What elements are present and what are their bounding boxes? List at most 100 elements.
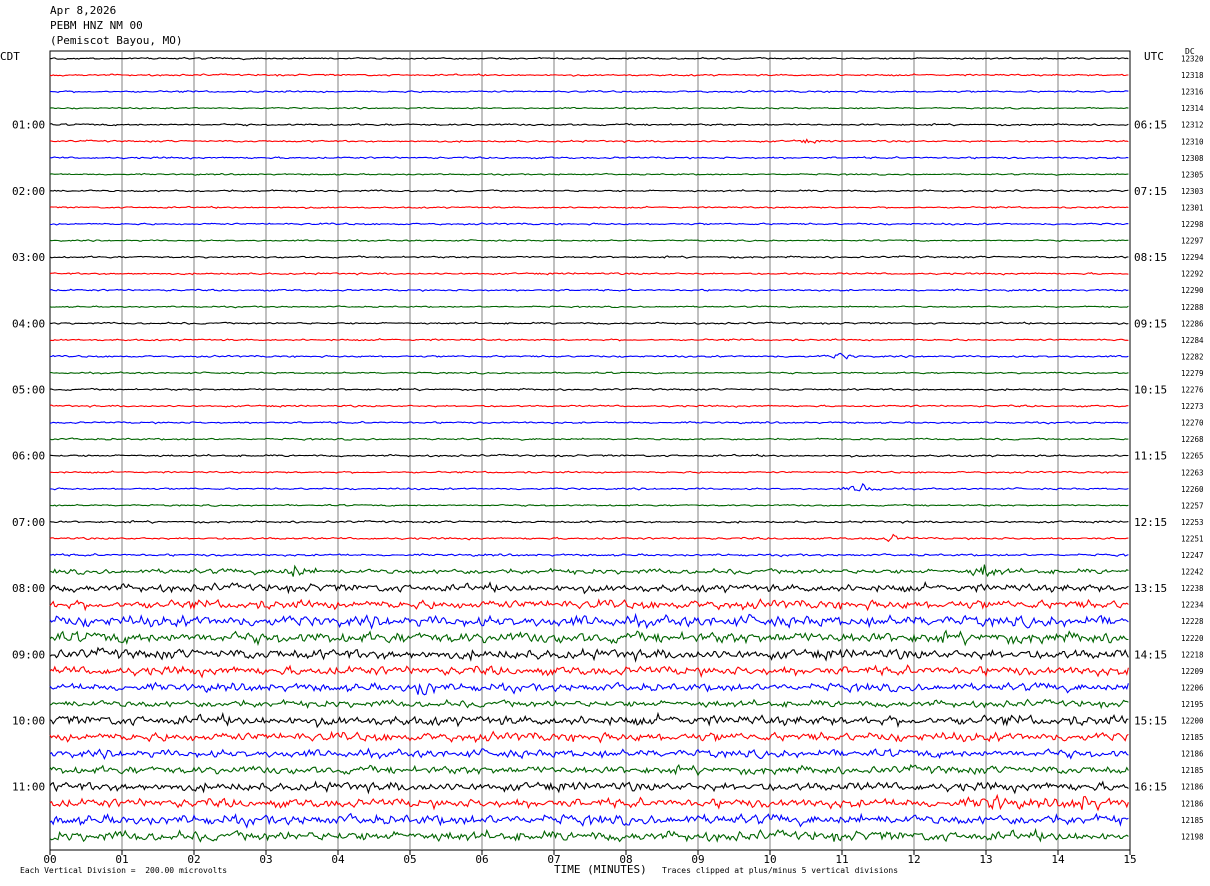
x-tick-label-11: 11 <box>835 853 848 866</box>
dc-offset-label: 12312 <box>1181 121 1204 130</box>
clip-note: Traces clipped at plus/minus 5 vertical … <box>662 866 899 875</box>
trace-7 <box>49 156 1129 160</box>
trace-41 <box>49 711 1129 729</box>
dc-offset-label: 12195 <box>1181 700 1204 709</box>
dc-offset-label: 12260 <box>1181 485 1204 494</box>
trace-30 <box>49 533 1129 543</box>
x-tick-label-13: 13 <box>979 853 992 866</box>
trace-18 <box>49 337 1129 342</box>
dc-offset-label: 12218 <box>1181 650 1204 659</box>
right-hour-label: 16:15 <box>1134 781 1167 794</box>
trace-19 <box>50 352 1129 360</box>
dc-offset-label: 12298 <box>1181 220 1204 229</box>
trace-33 <box>49 580 1129 595</box>
trace-11 <box>50 222 1129 226</box>
trace-14 <box>49 272 1129 276</box>
right-hour-label: 09:15 <box>1134 317 1167 330</box>
dc-offset-label: 12185 <box>1181 816 1204 825</box>
dc-offset-label: 12282 <box>1181 352 1204 361</box>
left-hour-label: 08:00 <box>12 582 45 595</box>
left-hour-label: 09:00 <box>12 648 45 661</box>
dc-offset-label: 12257 <box>1181 501 1204 510</box>
x-tick-label-09: 09 <box>691 853 704 866</box>
dc-offset-label: 12301 <box>1181 203 1204 212</box>
trace-35 <box>49 612 1129 630</box>
trace-29 <box>49 519 1129 524</box>
trace-47 <box>49 812 1129 829</box>
dc-offset-label: 12308 <box>1181 154 1204 163</box>
dc-offset-label: 12294 <box>1181 253 1204 262</box>
x-tick-label-08: 08 <box>619 853 632 866</box>
dc-offset-label: 12220 <box>1181 634 1204 643</box>
x-axis-title: TIME (MINUTES) <box>554 863 647 876</box>
x-tick-label-15: 15 <box>1123 853 1136 866</box>
trace-17 <box>49 321 1129 325</box>
dc-offset-label: 12251 <box>1181 534 1204 543</box>
trace-8 <box>49 172 1129 176</box>
trace-34 <box>49 598 1129 612</box>
right-hour-label: 15:15 <box>1134 715 1167 728</box>
left-timezone-label: CDT <box>0 50 20 63</box>
trace-10 <box>49 205 1129 210</box>
trace-42 <box>49 730 1129 744</box>
x-tick-label-03: 03 <box>259 853 272 866</box>
right-hour-label: 11:15 <box>1134 450 1167 463</box>
trace-43 <box>49 747 1129 760</box>
right-timezone-label: UTC <box>1144 50 1164 63</box>
dc-offset-label: 12247 <box>1181 551 1204 560</box>
trace-36 <box>49 629 1129 647</box>
left-hour-label: 01:00 <box>12 119 45 132</box>
dc-offset-label: 12263 <box>1181 468 1204 477</box>
dc-offset-label: 12253 <box>1181 518 1204 527</box>
dc-offset-label: 12288 <box>1181 303 1204 312</box>
right-hour-label: 14:15 <box>1134 648 1167 661</box>
dc-offset-label: 12286 <box>1181 319 1204 328</box>
left-hour-label: 02:00 <box>12 185 45 198</box>
dc-offset-label: 12268 <box>1181 435 1204 444</box>
dc-offset-label: 12186 <box>1181 750 1204 759</box>
trace-1 <box>49 56 1129 61</box>
trace-20 <box>49 371 1129 375</box>
left-hour-label: 05:00 <box>12 384 45 397</box>
station-location: (Pemiscot Bayou, MO) <box>50 34 183 47</box>
x-tick-label-00: 00 <box>43 853 56 866</box>
plot-date: Apr 8,2026 <box>50 4 117 17</box>
trace-27 <box>50 482 1129 492</box>
dc-offset-label: 12316 <box>1181 88 1204 97</box>
dc-offset-label: 12234 <box>1181 601 1204 610</box>
dc-offset-label: 12292 <box>1181 270 1204 279</box>
trace-48 <box>49 827 1129 843</box>
station-code: PEBM HNZ NM 00 <box>50 19 143 32</box>
right-hour-label: 06:15 <box>1134 119 1167 132</box>
dc-offset-label: 12310 <box>1181 137 1204 146</box>
dc-offset-label: 12185 <box>1181 766 1204 775</box>
trace-46 <box>49 793 1129 812</box>
right-hour-label: 13:15 <box>1134 582 1167 595</box>
dc-offset-label: 12270 <box>1181 419 1204 428</box>
x-tick-label-05: 05 <box>403 853 416 866</box>
trace-40 <box>49 698 1129 710</box>
trace-26 <box>49 470 1129 474</box>
dc-offset-label: 12276 <box>1181 386 1204 395</box>
dc-offset-label: 12200 <box>1181 717 1204 726</box>
left-hour-label: 04:00 <box>12 317 45 330</box>
x-tick-label-04: 04 <box>331 853 345 866</box>
left-hour-label: 07:00 <box>12 516 45 529</box>
dc-offset-label: 12228 <box>1181 617 1204 626</box>
dc-offset-label: 12242 <box>1181 568 1204 577</box>
trace-23 <box>49 420 1129 425</box>
trace-22 <box>49 404 1129 408</box>
plot-frame <box>49 50 1131 851</box>
dc-offset-label: 12314 <box>1181 104 1204 113</box>
dc-offset-label: 12318 <box>1181 71 1204 80</box>
right-hour-label: 07:15 <box>1134 185 1167 198</box>
dc-offset-label: 12297 <box>1181 237 1204 246</box>
x-tick-label-02: 02 <box>187 853 200 866</box>
dc-offset-label: 12273 <box>1181 402 1204 411</box>
trace-24 <box>49 437 1129 441</box>
trace-38 <box>49 664 1129 679</box>
trace-21 <box>50 387 1129 392</box>
dc-offset-label: 12198 <box>1181 832 1204 841</box>
scale-note: Each Vertical Division = 200.00 microvol… <box>20 866 228 875</box>
